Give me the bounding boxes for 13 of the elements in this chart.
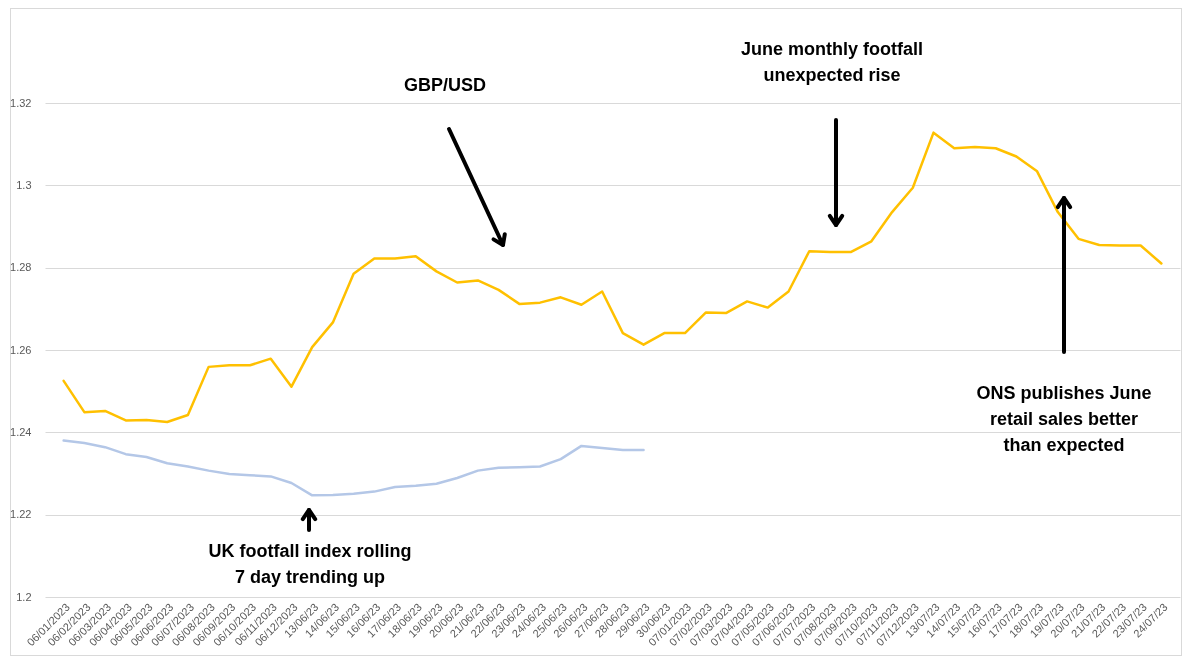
y-tick-label: 1.24 [10, 425, 32, 438]
y-tick-label: 1.28 [10, 261, 32, 274]
y-tick-label: 1.2 [16, 590, 32, 603]
line-series [62, 131, 1163, 424]
annotation: ONS publishes June retail sales better than expected [976, 383, 1152, 455]
y-tick-label: 1.26 [10, 343, 32, 356]
text: GBP/USD [403, 75, 487, 95]
y-tick-label: 1.3 [16, 178, 32, 191]
line-series [62, 439, 645, 497]
y-tick-label: 1.22 [10, 508, 32, 521]
text: June monthly footfall unexpected rise [741, 39, 923, 85]
annotation: UK footfall index rolling 7 day trending up [208, 541, 412, 587]
y-tick-label: 1.32 [10, 96, 32, 109]
